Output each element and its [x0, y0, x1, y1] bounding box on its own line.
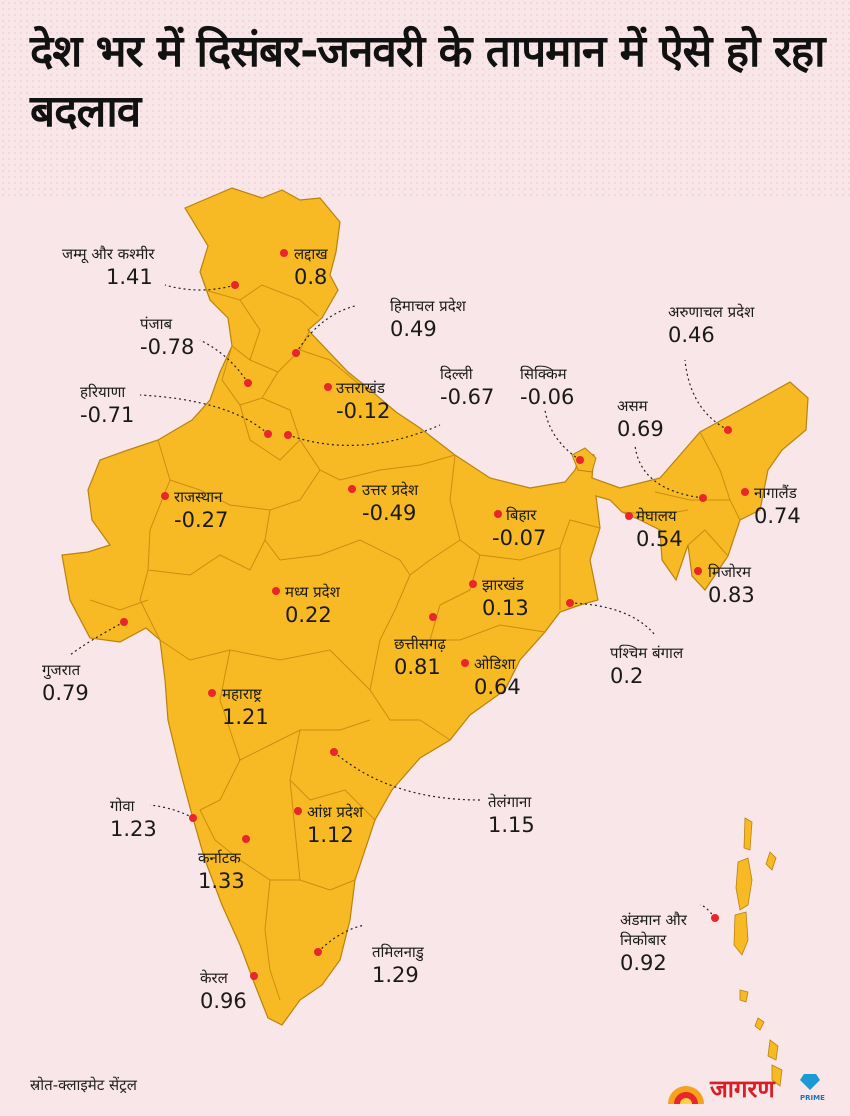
dot-gujarat: [120, 618, 128, 626]
dot-hp: [292, 349, 300, 357]
dot-arunachal: [724, 426, 732, 434]
label-nagaland: नागालैंड 0.74: [754, 484, 801, 528]
page-title: देश भर में दिसंबर-जनवरी के तापमान में ऐस…: [30, 26, 826, 137]
logo-prime: PRIME: [800, 1094, 825, 1102]
label-an: अंडमान और निकोबार 0.92: [620, 911, 687, 975]
label-chhattisgarh: छत्तीसगढ़ 0.81: [394, 635, 446, 679]
label-maharashtra: महाराष्ट्र 1.21: [222, 685, 269, 729]
label-arunachal: अरुणाचल प्रदेश 0.46: [668, 303, 755, 347]
dot-an: [711, 914, 719, 922]
dot-mp: [272, 587, 280, 595]
label-uk: उत्तराखंड -0.12: [336, 379, 391, 423]
state-borders: [89, 284, 741, 1001]
label-rajasthan: राजस्थान -0.27: [174, 488, 229, 532]
label-wb: पश्चिम बंगाल 0.2: [610, 644, 684, 688]
dot-up: [348, 485, 356, 493]
dot-chhattisgarh: [429, 613, 437, 621]
dotted-header-background: [0, 0, 850, 200]
label-punjab: पंजाब -0.78: [140, 315, 195, 359]
dot-maharashtra: [208, 689, 216, 697]
label-mp: मध्य प्रदेश 0.22: [285, 583, 340, 627]
dot-uk: [324, 383, 332, 391]
label-jharkhand: झारखंड 0.13: [482, 576, 529, 620]
dot-rajasthan: [161, 492, 169, 500]
label-ap: आंध्र प्रदेश 1.12: [307, 803, 364, 847]
label-up: उत्तर प्रदेश -0.49: [362, 481, 419, 525]
dot-punjab: [244, 379, 252, 387]
andaman-islands: [733, 817, 783, 1087]
label-karnataka: कर्नाटक 1.33: [198, 849, 245, 893]
label-telangana: तेलंगाना 1.15: [488, 793, 535, 837]
leader-lines: [69, 284, 729, 953]
dot-telangana: [330, 748, 338, 756]
dot-wb: [566, 599, 574, 607]
label-hp: हिमाचल प्रदेश 0.49: [390, 297, 466, 341]
dot-meghalaya: [625, 512, 633, 520]
dot-mizoram: [694, 567, 702, 575]
label-mizoram: मिजोरम 0.83: [708, 563, 755, 607]
dot-sikkim: [576, 456, 584, 464]
label-sikkim: सिक्किम -0.06: [520, 365, 575, 409]
dot-ladakh: [280, 249, 288, 257]
dot-nagaland: [741, 488, 749, 496]
label-meghalaya: मेघालय 0.54: [636, 507, 683, 551]
dot-delhi: [284, 431, 292, 439]
jagran-logo-icon: [668, 1074, 820, 1104]
label-gujarat: गुजरात 0.79: [42, 661, 89, 705]
label-goa: गोवा 1.23: [110, 797, 157, 841]
dot-goa: [189, 814, 197, 822]
label-tn: तमिलनाडु 1.29: [372, 943, 424, 987]
source-note: स्रोत-क्लाइमेट सेंट्रल: [30, 1076, 137, 1094]
dot-kerala: [250, 972, 258, 980]
label-odisha: ओडिशा 0.64: [474, 655, 521, 699]
dot-jk: [231, 281, 239, 289]
dot-assam: [699, 494, 707, 502]
dot-haryana: [264, 430, 272, 438]
label-bihar: बिहार -0.07: [492, 506, 547, 550]
dot-bihar: [494, 510, 502, 518]
dot-ap: [294, 807, 302, 815]
region-dots: [120, 249, 749, 980]
label-ladakh: लद्दाख 0.8: [294, 245, 328, 289]
label-kerala: केरल 0.96: [200, 969, 247, 1013]
label-delhi: दिल्ली -0.67: [440, 365, 495, 409]
label-assam: असम 0.69: [617, 397, 664, 441]
logo-text: जागरण: [710, 1075, 775, 1103]
dot-karnataka: [242, 835, 250, 843]
dot-tn: [314, 948, 322, 956]
label-haryana: हरियाणा -0.71: [80, 383, 135, 427]
dot-jharkhand: [469, 580, 477, 588]
label-jk: जम्मू और कश्मीर 1.41: [62, 245, 155, 289]
dot-odisha: [461, 659, 469, 667]
